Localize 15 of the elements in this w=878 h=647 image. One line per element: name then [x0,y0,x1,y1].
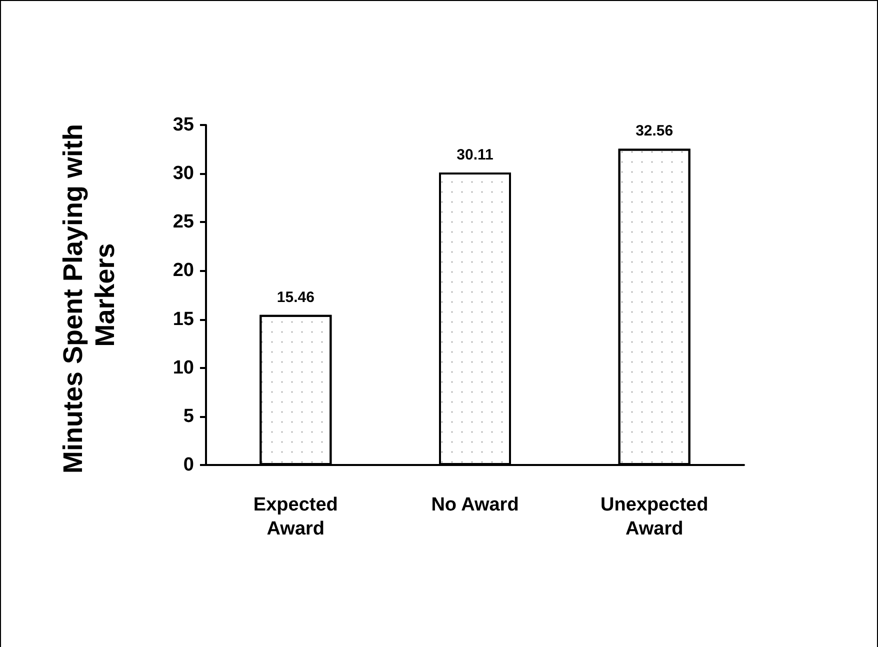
y-tick-label: 30 [172,163,194,184]
x-tick-label: Expected Award [253,494,338,540]
y-tick-label: 5 [183,406,194,427]
x-tick-label: Unexpected Award [600,494,708,540]
y-tick-label: 15 [172,308,194,330]
y-tick-label: 25 [172,212,194,233]
y-axis-title: Minutes Spent Playing with Markers [58,116,120,474]
y-tick-label: 10 [172,357,194,378]
y-tick-label: 20 [172,260,194,282]
data-label: 15.46 [276,288,314,306]
data-label: 32.56 [636,122,674,140]
y-tick-label: 0 [183,454,194,476]
y-tick-label: 35 [172,114,194,136]
x-tick-label: No Award [431,494,519,516]
data-label: 30.11 [456,146,494,164]
